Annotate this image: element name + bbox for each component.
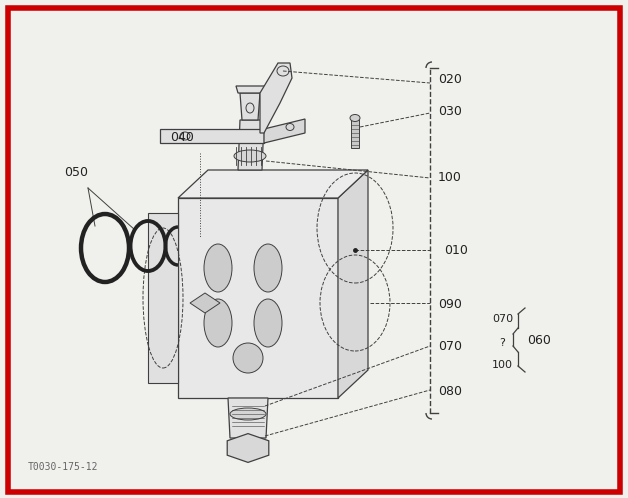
- Text: 050: 050: [64, 166, 88, 179]
- Ellipse shape: [254, 299, 282, 347]
- Polygon shape: [148, 213, 178, 383]
- Text: 030: 030: [438, 105, 462, 118]
- Text: 090: 090: [438, 298, 462, 311]
- Text: 080: 080: [438, 385, 462, 398]
- Polygon shape: [338, 170, 368, 398]
- Polygon shape: [178, 198, 338, 398]
- Ellipse shape: [233, 343, 263, 373]
- Text: 020: 020: [438, 73, 462, 86]
- Text: 100: 100: [492, 360, 513, 370]
- Text: 070: 070: [438, 340, 462, 353]
- Polygon shape: [190, 293, 220, 313]
- Text: 040: 040: [170, 131, 194, 144]
- Polygon shape: [264, 119, 305, 143]
- Polygon shape: [238, 120, 264, 170]
- Ellipse shape: [230, 408, 266, 420]
- Polygon shape: [178, 170, 368, 198]
- Text: 060: 060: [527, 334, 551, 347]
- Polygon shape: [227, 434, 269, 463]
- Ellipse shape: [204, 299, 232, 347]
- Polygon shape: [236, 86, 266, 93]
- Polygon shape: [160, 129, 264, 143]
- Text: 010: 010: [444, 244, 468, 257]
- Ellipse shape: [234, 150, 266, 162]
- Ellipse shape: [254, 244, 282, 292]
- Ellipse shape: [204, 244, 232, 292]
- Ellipse shape: [350, 115, 360, 122]
- Polygon shape: [228, 398, 268, 438]
- Text: 100: 100: [438, 171, 462, 184]
- Text: ?: ?: [499, 338, 505, 348]
- Polygon shape: [260, 63, 292, 133]
- Polygon shape: [240, 93, 260, 120]
- Polygon shape: [351, 118, 359, 148]
- Text: T0030-175-12: T0030-175-12: [28, 462, 99, 472]
- Text: 070: 070: [492, 314, 513, 324]
